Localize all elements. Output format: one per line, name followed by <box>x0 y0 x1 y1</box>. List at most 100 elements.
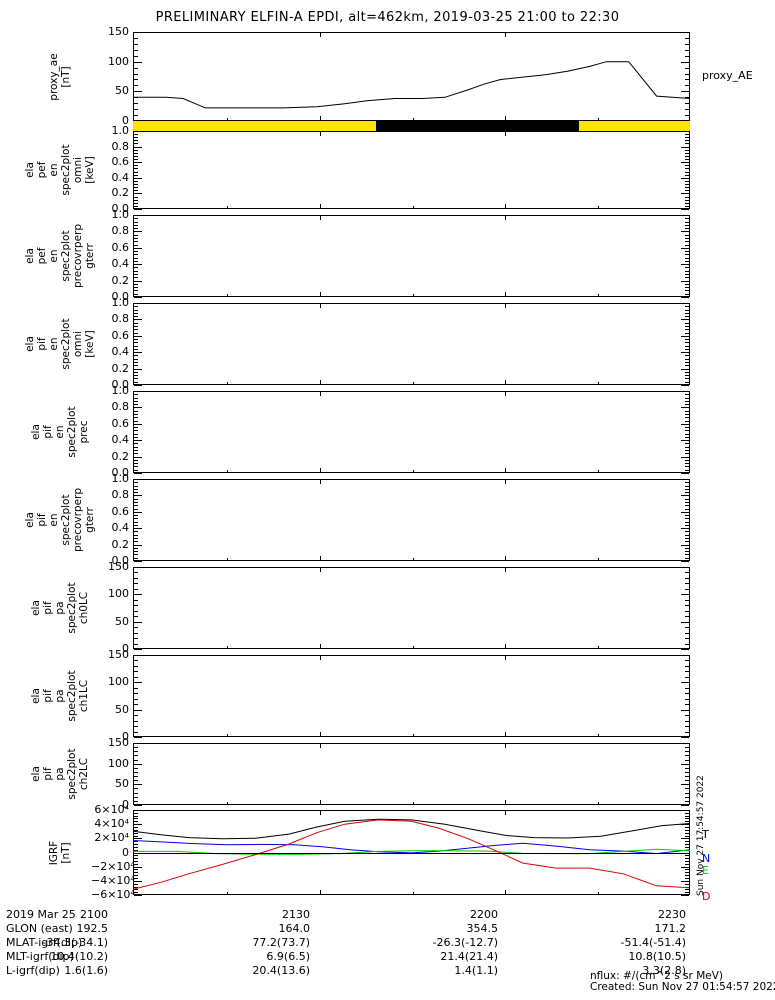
y-major-tick <box>681 248 689 249</box>
y-minor-tick <box>685 699 689 700</box>
y-minor-tick <box>685 509 689 510</box>
y-tick-label: 0 <box>91 114 129 127</box>
y-tick-label-text: 50 <box>115 777 129 791</box>
y-major-tick <box>681 512 689 513</box>
y-major-tick <box>134 385 142 386</box>
y-tick-label: 0.0 <box>91 554 130 567</box>
y-tick-label: 0.2 <box>91 538 130 551</box>
y-minor-tick <box>685 554 689 555</box>
y-minor-tick <box>685 313 689 314</box>
x-major-tick <box>320 131 321 136</box>
panel-label-line: pif <box>42 689 54 703</box>
y-major-tick <box>134 209 142 210</box>
y-minor-tick <box>134 430 138 431</box>
y-major-tick <box>681 32 689 33</box>
y-minor-tick <box>685 109 689 110</box>
y-major-tick <box>134 281 142 282</box>
panel-label-line: prec <box>78 420 90 444</box>
panel-label-line: en <box>48 337 60 351</box>
y-major-tick <box>681 147 689 148</box>
x-minor-tick <box>413 206 414 209</box>
y-major-tick <box>681 440 689 441</box>
panel-top-border <box>134 303 689 304</box>
y-minor-tick <box>134 375 138 376</box>
x-major-tick <box>505 743 506 748</box>
y-minor-tick <box>134 228 138 229</box>
y-major-tick <box>681 655 689 656</box>
y-tick-label: 100 <box>91 675 129 688</box>
y-major-tick <box>134 881 142 882</box>
x-major-tick <box>320 890 321 895</box>
y-minor-tick <box>685 218 689 219</box>
y-major-tick <box>681 881 689 882</box>
y-major-tick <box>681 710 689 711</box>
y-minor-tick <box>685 56 689 57</box>
y-minor-tick <box>685 137 689 138</box>
x-minor-tick <box>413 802 414 805</box>
y-minor-tick <box>685 430 689 431</box>
curves-proxy_ae <box>133 61 690 109</box>
y-tick-label-text: 50 <box>115 702 129 716</box>
y-tick-label-text: 150 <box>108 25 129 38</box>
y-minor-tick <box>685 175 689 176</box>
panel-top-border <box>134 215 689 216</box>
y-major-tick <box>134 336 142 337</box>
y-minor-tick <box>134 551 138 552</box>
panel-label-line: [keV] <box>84 156 96 184</box>
y-minor-tick <box>685 153 689 154</box>
y-tick-label-text: 1.0 <box>111 208 130 221</box>
y-major-tick <box>134 215 142 216</box>
y-minor-tick <box>134 267 138 268</box>
y-tick-label: 50 <box>91 84 129 97</box>
y-minor-tick <box>134 329 138 330</box>
panel-label-ela-pif-en-prec: ela pif en spec2plot prec <box>30 406 90 457</box>
y-minor-tick <box>134 394 138 395</box>
y-tick-label-text: 1.0 <box>111 472 130 485</box>
x-minor-tick <box>598 558 599 561</box>
panel-label-line: [nT] <box>60 65 72 88</box>
y-minor-tick <box>134 538 138 539</box>
x-major-tick <box>505 468 506 473</box>
y-minor-tick <box>685 68 689 69</box>
y-minor-tick <box>685 187 689 188</box>
y-minor-tick <box>134 68 138 69</box>
y-major-tick <box>681 193 689 194</box>
plot-panel-ela-pif-pa-ch2lc <box>133 743 690 806</box>
y-tick-label-text: 0.2 <box>111 449 130 463</box>
y-minor-tick <box>685 644 689 645</box>
y-minor-tick <box>134 833 138 834</box>
y-minor-tick <box>685 558 689 559</box>
y-major-tick <box>134 391 142 392</box>
y-tick-label-text: 0.4 <box>111 345 130 359</box>
y-minor-tick <box>134 855 138 856</box>
y-tick-label: 0.4 <box>91 345 130 359</box>
y-major-tick <box>134 264 142 265</box>
y-minor-tick <box>134 869 138 870</box>
y-tick-label: 4×10⁴ <box>91 817 129 830</box>
y-major-tick <box>681 62 689 63</box>
panel-label-line: spec2plot <box>60 494 72 546</box>
y-minor-tick <box>685 44 689 45</box>
panel-label-line: pif <box>42 601 54 615</box>
x-major-tick <box>320 380 321 385</box>
y-tick-label: −4×10⁴ <box>91 874 135 887</box>
y-minor-tick <box>134 443 138 444</box>
y-minor-tick <box>134 788 138 789</box>
y-minor-tick <box>685 466 689 467</box>
y-minor-tick <box>685 450 689 451</box>
y-major-tick <box>681 336 689 337</box>
x-minor-tick <box>598 646 599 649</box>
y-tick-label: 1.0 <box>91 296 130 309</box>
y-minor-tick <box>685 600 689 601</box>
y-minor-tick <box>685 241 689 242</box>
y-minor-tick <box>134 627 138 628</box>
y-minor-tick <box>134 821 138 822</box>
y-major-tick <box>134 824 142 825</box>
y-minor-tick <box>134 486 138 487</box>
panel-bottom-border <box>134 472 689 473</box>
y-major-tick <box>681 838 689 839</box>
y-tick-label-text: 0.8 <box>111 488 130 502</box>
y-tick-label-text: 0.6 <box>111 240 130 254</box>
y-minor-tick <box>134 677 138 678</box>
y-minor-tick <box>134 558 138 559</box>
